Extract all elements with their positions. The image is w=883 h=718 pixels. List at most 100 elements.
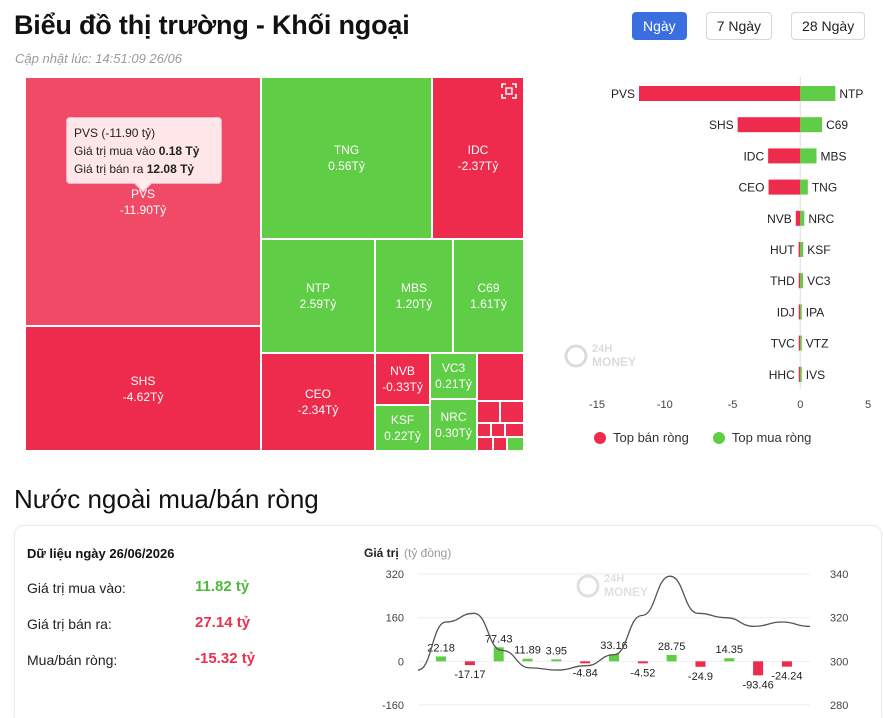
watermark-text: 24H	[592, 343, 612, 355]
sell-ticker-label: SHS	[709, 118, 734, 132]
net-flow-bar[interactable]	[436, 656, 447, 662]
treemap-small-tile[interactable]	[507, 437, 524, 451]
buy-bar-ksf[interactable]	[800, 242, 804, 257]
sell-bar-shs[interactable]	[737, 117, 801, 133]
net-flow-bar[interactable]	[464, 661, 475, 666]
tile-value: -11.90Tỷ	[119, 202, 167, 217]
tab-day[interactable]: Ngày	[632, 12, 687, 40]
buy-ticker-label: TNG	[812, 181, 837, 195]
treemap-small-tile[interactable]	[477, 423, 491, 437]
sell-bar-tvc[interactable]	[798, 335, 801, 351]
legend-item-sell[interactable]: Top bán ròng	[594, 430, 689, 445]
sell-bar-idj[interactable]	[798, 304, 801, 320]
buy-ticker-label: IVS	[806, 368, 825, 382]
net-flow-bar[interactable]	[666, 655, 677, 662]
bar-data-label: -24.9	[688, 671, 713, 683]
y2-tick-label: 340	[830, 569, 848, 581]
bar-data-label: 22.18	[427, 642, 455, 654]
net-flow-bar[interactable]	[580, 661, 591, 664]
treemap-tile-ntp[interactable]: NTP 2.59Tỷ	[261, 239, 375, 353]
net-value: -15.32 tỷ	[195, 650, 256, 667]
flow-card	[14, 525, 882, 718]
y-tick-label: -160	[382, 700, 404, 712]
tile-ticker: MBS	[400, 281, 427, 295]
net-flow-bar[interactable]	[724, 658, 735, 662]
treemap-tile-ksf[interactable]: KSF 0.22Tỷ	[375, 405, 430, 451]
buy-ticker-label: C69	[826, 118, 848, 132]
buy-bar-ivs[interactable]	[800, 366, 802, 382]
watermark-mark	[576, 574, 600, 598]
treemap-tile-nrc[interactable]: NRC 0.30Tỷ	[430, 399, 477, 451]
treemap-tile-mbs[interactable]: MBS 1.20Tỷ	[375, 239, 453, 353]
treemap-tile-ceo[interactable]: CEO -2.34Tỷ	[261, 353, 375, 451]
y2-tick-label: 280	[830, 700, 848, 712]
buy-bar-nrc[interactable]	[800, 210, 805, 226]
bar-data-label: -4.52	[630, 667, 655, 679]
treemap-small-tile[interactable]	[477, 437, 493, 451]
treemap-small-tile[interactable]	[493, 437, 507, 451]
net-flow-bar[interactable]	[551, 659, 562, 662]
tile-ticker: SHS	[130, 373, 156, 388]
bar-data-label: 33.16	[600, 640, 628, 652]
section-title: Nước ngoài mua/bán ròng	[14, 484, 319, 514]
tile-ticker: VC3	[441, 361, 466, 375]
treemap-small-tile[interactable]	[477, 353, 524, 401]
treemap-tile-tng[interactable]: TNG 0.56Tỷ	[261, 77, 432, 239]
sell-ticker-label: THD	[770, 274, 795, 288]
buy-bar-ntp[interactable]	[800, 86, 836, 101]
legend-item-buy[interactable]: Top mua ròng	[712, 430, 811, 445]
tab-28-days[interactable]: 28 Ngày	[791, 12, 866, 40]
update-time: Cập nhật lúc: 14:51:09 26/06	[15, 51, 182, 66]
y-axis-unit: (tỷ đồng)	[404, 546, 451, 560]
buy-bar-c69[interactable]	[800, 117, 823, 133]
buy-bar-vtz[interactable]	[800, 335, 802, 351]
flow-date-label: Dữ liệu ngày 26/06/2026	[27, 546, 175, 561]
net-flow-bar[interactable]	[695, 661, 706, 667]
treemap-small-tile[interactable]	[491, 423, 505, 437]
x-tick-label: -5	[728, 399, 738, 411]
sell-bar-ceo[interactable]	[768, 179, 801, 195]
tab-7-days[interactable]: 7 Ngày	[705, 12, 773, 40]
buy-bar-tng[interactable]	[800, 179, 808, 195]
bar-data-label: -93.46	[743, 679, 774, 691]
watermark-text: MONEY	[592, 355, 636, 369]
sell-bar-thd[interactable]	[798, 273, 801, 289]
treemap-tile-c69[interactable]: C69 1.61Tỷ	[453, 239, 524, 353]
sell-bar-nvb[interactable]	[795, 210, 801, 226]
sell-bar-pvs[interactable]	[639, 86, 801, 101]
bar-data-label: 3.95	[546, 645, 567, 657]
tile-ticker: IDC	[467, 143, 489, 157]
tooltip-buy-row: Giá trị mua vào 0.18 Tỷ	[74, 144, 200, 158]
net-flow-bar[interactable]	[781, 661, 792, 667]
treemap-tile-idc[interactable]: IDC -2.37Tỷ	[432, 77, 524, 239]
buy-ticker-label: KSF	[807, 243, 830, 257]
tile-value: -2.37Tỷ	[457, 159, 499, 173]
expand-icon[interactable]	[501, 83, 517, 99]
bar-data-label: -24.24	[771, 671, 802, 683]
net-flow-bar[interactable]	[753, 661, 764, 676]
tile-ticker: KSF	[390, 413, 415, 427]
sell-bar-hut[interactable]	[798, 242, 801, 257]
treemap-tile-pvs[interactable]: PVS -11.90Tỷ	[25, 77, 261, 326]
buy-bar-mbs[interactable]	[800, 148, 817, 164]
sell-bar-idc[interactable]	[768, 148, 801, 164]
net-flow-bar[interactable]	[637, 661, 648, 664]
net-flow-bar[interactable]	[493, 647, 504, 662]
treemap-tile-vc3[interactable]: VC3 0.21Tỷ	[430, 353, 477, 399]
y2-tick-label: 320	[830, 613, 848, 625]
buy-ticker-label: NRC	[808, 212, 834, 226]
buy-bar-ipa[interactable]	[800, 304, 802, 320]
treemap-tile-nvb[interactable]: NVB -0.33Tỷ	[375, 353, 430, 405]
net-flow-bar[interactable]	[609, 654, 619, 662]
net-flow-bar[interactable]	[522, 658, 533, 662]
treemap-small-tile[interactable]	[477, 401, 500, 423]
period-tabs: Ngày 7 Ngày 28 Ngày	[632, 12, 866, 40]
sell-bar-hhc[interactable]	[798, 366, 801, 382]
treemap-small-tile[interactable]	[505, 423, 524, 437]
buy-bar-vc3[interactable]	[800, 273, 804, 289]
treemap-tile-shs[interactable]: SHS -4.62Tỷ	[25, 326, 261, 451]
treemap-small-tile[interactable]	[500, 401, 524, 423]
x-tick-label: -10	[657, 399, 673, 411]
legend-dot-buy	[712, 431, 725, 444]
tile-value: 0.30Tỷ	[435, 426, 472, 440]
